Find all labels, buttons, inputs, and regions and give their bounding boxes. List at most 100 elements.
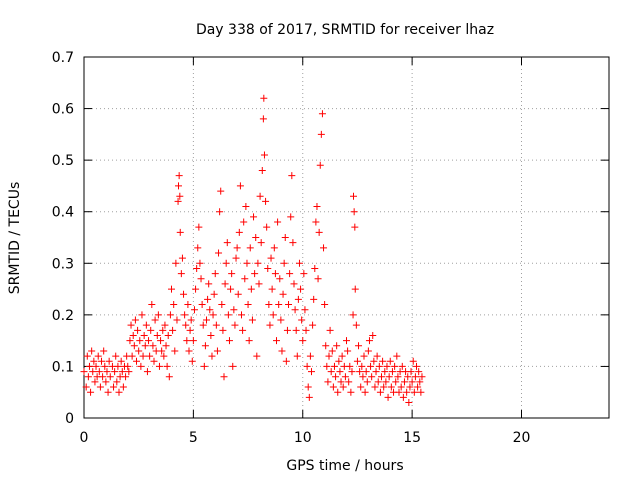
x-tick-label: 10 <box>294 430 312 446</box>
y-axis-label: SRMTID / TECUs <box>7 182 23 295</box>
data-point <box>279 290 287 298</box>
data-point <box>209 311 217 319</box>
data-point <box>311 264 319 272</box>
data-point <box>344 347 352 355</box>
data-point <box>174 197 182 205</box>
data-point <box>282 357 290 365</box>
data-point <box>255 280 263 288</box>
data-point <box>216 208 224 216</box>
data-point <box>288 172 296 180</box>
data-point <box>110 383 118 391</box>
data-point <box>181 311 189 319</box>
data-point <box>231 321 239 329</box>
data-point <box>280 259 288 267</box>
data-point <box>176 228 184 236</box>
data-point <box>314 275 322 283</box>
data-point <box>103 368 111 376</box>
data-point <box>154 311 162 319</box>
y-tick-label: 0.5 <box>52 153 74 169</box>
data-point <box>310 295 318 303</box>
data-point <box>105 357 113 365</box>
data-point <box>100 347 108 355</box>
data-point <box>270 244 278 252</box>
data-point <box>315 228 323 236</box>
data-point <box>82 383 90 391</box>
data-point <box>210 290 218 298</box>
data-point <box>192 285 200 293</box>
data-point <box>96 383 104 391</box>
data-point <box>347 388 355 396</box>
data-point <box>325 352 333 360</box>
data-point <box>106 373 114 381</box>
data-point <box>410 388 418 396</box>
data-point <box>356 368 364 376</box>
data-point <box>268 285 276 293</box>
data-point <box>193 264 201 272</box>
data-point <box>221 280 229 288</box>
data-point <box>350 208 358 216</box>
data-point <box>118 368 126 376</box>
data-point <box>381 368 389 376</box>
data-point <box>250 213 258 221</box>
data-point <box>245 337 253 345</box>
data-point <box>148 301 156 309</box>
data-point <box>111 368 119 376</box>
data-point <box>277 316 285 324</box>
data-point <box>341 373 349 381</box>
x-axis-label: GPS time / hours <box>286 458 403 474</box>
data-point <box>232 254 240 262</box>
data-point <box>361 388 369 396</box>
y-tick-label: 0.6 <box>52 102 74 118</box>
data-point <box>227 285 235 293</box>
axis-ticks: 0 0.1 0.2 0.3 0.4 0.5 0.6 0.7 0 5 10 15 20 <box>52 50 609 446</box>
data-point <box>213 347 221 355</box>
data-point <box>382 378 390 386</box>
data-point <box>252 234 260 241</box>
data-point <box>417 388 425 396</box>
data-point <box>225 337 233 345</box>
data-point <box>126 337 134 345</box>
data-point <box>301 306 309 314</box>
data-point <box>233 244 241 252</box>
data-point <box>136 337 144 345</box>
data-point <box>102 378 110 386</box>
data-point <box>360 352 368 360</box>
data-point <box>117 357 125 365</box>
data-point <box>355 342 363 350</box>
data-point <box>254 259 262 267</box>
data-point <box>228 270 236 278</box>
data-point <box>302 326 310 334</box>
data-point <box>403 388 411 396</box>
data-point <box>329 383 337 391</box>
data-point <box>182 321 190 329</box>
data-point <box>149 342 157 350</box>
data-point <box>351 223 359 231</box>
data-point <box>170 301 178 309</box>
data-point <box>358 362 366 370</box>
data-point <box>197 275 205 283</box>
data-point <box>353 357 361 365</box>
data-point <box>95 368 103 376</box>
data-point <box>400 378 408 386</box>
data-point <box>169 326 177 334</box>
data-point <box>337 378 345 386</box>
data-point <box>407 368 415 376</box>
data-point <box>416 378 424 386</box>
data-point <box>378 373 385 381</box>
data-point <box>168 285 175 293</box>
data-point <box>128 352 136 360</box>
data-point <box>395 388 403 396</box>
data-point <box>371 383 379 391</box>
data-point <box>278 347 286 355</box>
data-point <box>234 290 242 298</box>
data-point <box>411 373 419 381</box>
data-point <box>135 347 143 355</box>
data-point <box>133 357 140 365</box>
data-point <box>145 337 153 345</box>
data-point <box>243 259 251 267</box>
data-point <box>380 383 388 391</box>
data-point <box>220 373 228 381</box>
data-point <box>155 362 163 370</box>
data-point <box>90 357 98 365</box>
data-point <box>300 270 308 278</box>
